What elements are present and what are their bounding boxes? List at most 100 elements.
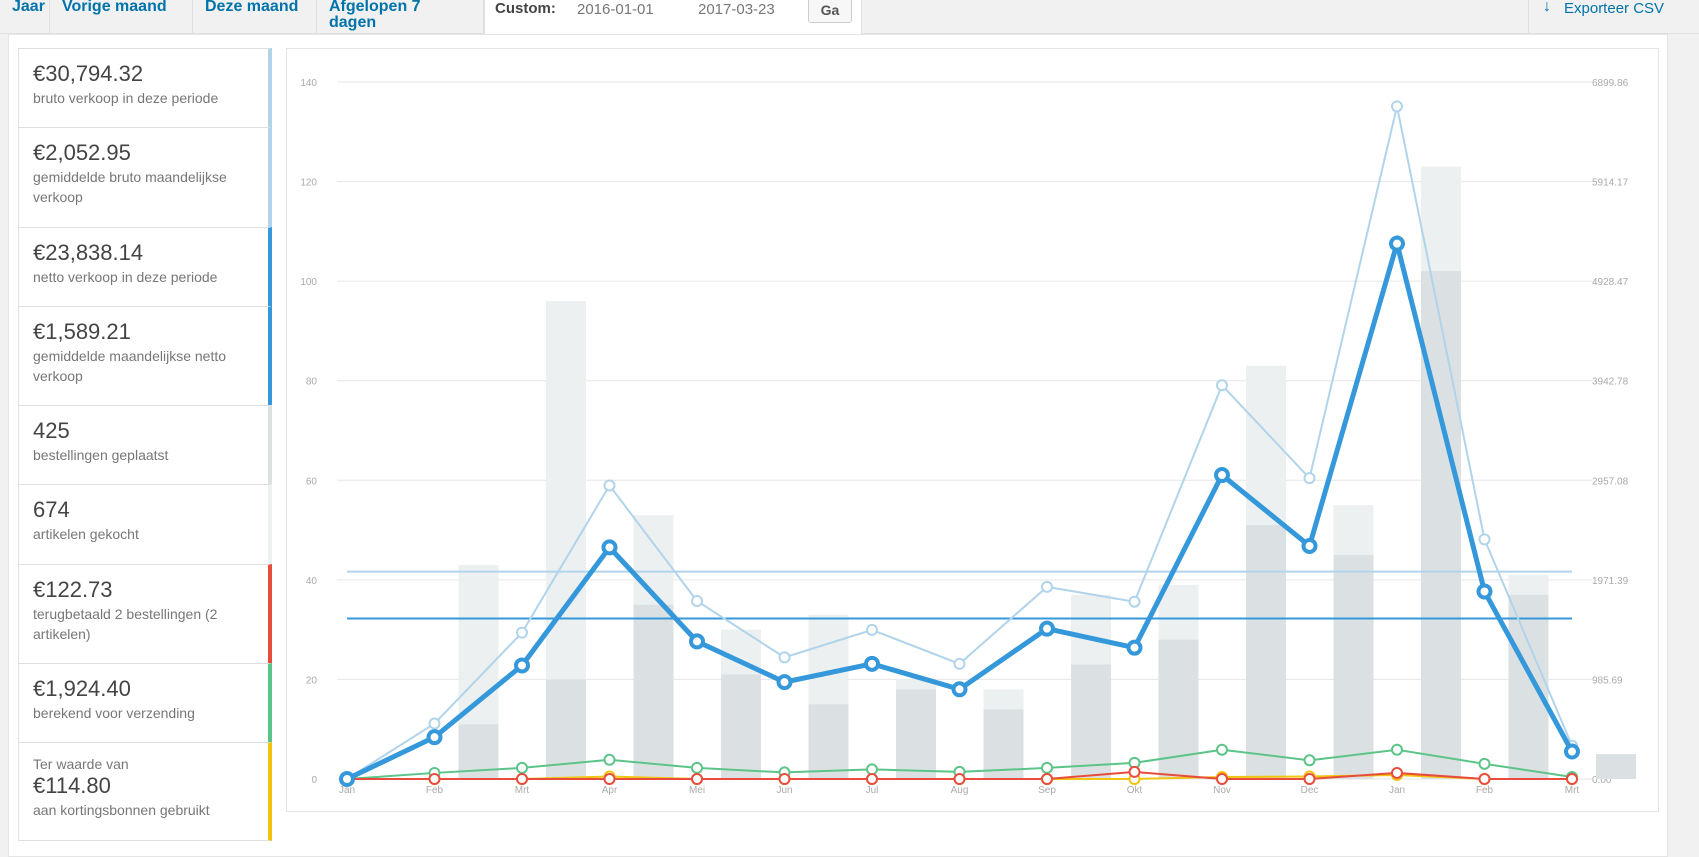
refunds-point <box>778 773 791 785</box>
x-tick-label: Nov <box>1213 785 1231 796</box>
export-label: Exporteer CSV <box>1564 0 1665 17</box>
x-tick-label: Jan <box>1389 785 1405 796</box>
legend-item-items[interactable]: 674 artikelen gekocht <box>18 484 272 564</box>
legend-description: aan kortingsbonnen gebruikt <box>33 802 210 818</box>
export-csv-button[interactable]: ↓ Exporteer CSV <box>1528 0 1699 34</box>
y-tick-label-right: 1971.39 <box>1592 576 1629 587</box>
legend-amount: €122.73 <box>33 577 113 602</box>
legend-item-coupons[interactable]: Ter waarde van €114.80 aan kortingsbonne… <box>18 742 272 841</box>
x-tick-label: Aug <box>951 785 969 796</box>
bar-orders <box>896 689 936 779</box>
y-tick-label-left: 60 <box>306 476 318 487</box>
legend-description: bruto verkoop in deze periode <box>33 90 219 106</box>
legend-description: artikelen gekocht <box>33 526 139 542</box>
y-tick-label-left: 120 <box>300 178 317 189</box>
legend-description: gemiddelde bruto maandelijkse verkoop <box>33 169 227 205</box>
refunds-point <box>691 773 703 785</box>
x-tick-label: Feb <box>1476 785 1494 796</box>
go-button[interactable]: Ga <box>808 0 852 23</box>
bar-orders <box>1596 754 1636 779</box>
net-sales-point <box>1564 743 1580 760</box>
x-tick-label: Jul <box>866 785 879 796</box>
bar-orders <box>633 604 674 779</box>
y-tick-label-right: 0.00 <box>1592 775 1612 786</box>
y-tick-label-right: 2957.08 <box>1592 476 1629 487</box>
legend-description: netto verkoop in deze periode <box>33 269 218 285</box>
x-tick-label: Sep <box>1038 785 1056 796</box>
start-date-input[interactable] <box>577 0 687 18</box>
top-filter-bar: Jaar Vorige maand Deze maand Afgelopen 7… <box>0 0 1699 34</box>
x-tick-label: Mrt <box>515 785 530 796</box>
shipping-point <box>866 763 878 776</box>
shipping-point <box>1216 743 1228 756</box>
net-sales-point <box>1301 537 1318 554</box>
net-sales-point <box>951 681 968 698</box>
y-tick-label-right: 985.69 <box>1592 675 1623 686</box>
refunds-point <box>428 773 441 785</box>
y-tick-label-left: 40 <box>306 576 318 587</box>
x-tick-label: Apr <box>602 785 618 796</box>
chart-legend: €30,794.32 bruto verkoop in deze periode… <box>18 48 272 841</box>
net-sales-point <box>864 655 880 672</box>
download-arrow-icon: ↓ <box>1543 0 1551 15</box>
legend-description: terugbetaald 2 bestellingen (2 artikelen… <box>33 606 218 642</box>
y-tick-label-right: 6899.86 <box>1592 78 1629 89</box>
custom-label: Custom: <box>495 0 556 17</box>
end-date-input[interactable] <box>698 0 808 18</box>
gross-sales-point <box>1303 472 1316 485</box>
sales-chart: 0 20 40 60 80 100 120 140 0.00 985.69 1971.39 2957.… <box>300 78 1636 796</box>
y-tick-label-left: 140 <box>300 78 317 89</box>
x-tick-label: Dec <box>1301 785 1319 796</box>
tab-jaar[interactable]: Jaar <box>0 0 50 34</box>
legend-amount: 674 <box>33 497 70 522</box>
legend-item-avg-gross-sales[interactable]: €2,052.95 gemiddelde bruto maandelijkse … <box>18 127 272 227</box>
refunds-point <box>603 773 616 785</box>
gross-sales-point <box>1391 100 1403 113</box>
shipping-point <box>1041 761 1053 774</box>
tab-deze-maand[interactable]: Deze maand <box>193 0 317 34</box>
legend-item-shipping[interactable]: €1,924.40 berekend voor verzending <box>18 663 272 742</box>
gross-sales-point <box>603 479 616 492</box>
shipping-point <box>1478 757 1491 770</box>
legend-item-gross-sales[interactable]: €30,794.32 bruto verkoop in deze periode <box>18 48 272 127</box>
gross-sales-point <box>1478 533 1491 546</box>
refunds-point <box>1128 765 1141 778</box>
gross-sales-point <box>866 623 878 636</box>
legend-item-refunds[interactable]: €122.73 terugbetaald 2 bestellingen (2 a… <box>18 564 272 663</box>
legend-item-avg-net-sales[interactable]: €1,589.21 gemiddelde maandelijkse netto … <box>18 306 272 405</box>
legend-description: bestellingen geplaatst <box>33 447 169 463</box>
bar-orders <box>1421 271 1461 779</box>
refunds-point <box>1216 773 1228 785</box>
legend-amount: €2,052.95 <box>33 140 131 165</box>
net-sales-point <box>1214 467 1230 484</box>
tab-vorige-maand[interactable]: Vorige maand <box>50 0 193 34</box>
tab-label: Afgelopen 7 dagen <box>329 0 421 31</box>
gross-sales-point <box>953 657 966 670</box>
tab-afgelopen-7-dagen[interactable]: Afgelopen 7 dagen <box>317 0 484 34</box>
net-sales-point <box>514 657 530 674</box>
gross-sales-point <box>1128 595 1141 608</box>
gross-sales-line <box>346 106 1573 780</box>
gross-sales-point <box>1216 379 1228 392</box>
legend-amount: €1,924.40 <box>33 676 131 701</box>
net-sales-point <box>1126 639 1143 656</box>
legend-item-orders[interactable]: 425 bestellingen geplaatst <box>18 405 272 484</box>
y-tick-label-left: 100 <box>300 277 317 288</box>
legend-item-net-sales[interactable]: €23,838.14 netto verkoop in deze periode <box>18 227 272 306</box>
tab-label: Jaar <box>12 0 45 15</box>
refunds-point <box>1566 773 1578 785</box>
x-tick-label: Feb <box>426 785 444 796</box>
y-tick-label-left: 0 <box>311 775 317 786</box>
refunds-point <box>516 773 528 785</box>
x-tick-label: Mrt <box>1565 785 1580 796</box>
gross-sales-point <box>778 651 791 664</box>
net-sales-point <box>339 771 355 787</box>
tab-label: Vorige maand <box>62 0 167 15</box>
net-sales-point <box>1039 620 1055 637</box>
shipping-point <box>1303 754 1316 767</box>
shipping-point <box>516 761 528 774</box>
bar-orders <box>983 709 1024 779</box>
gross-sales-point <box>691 595 703 608</box>
shipping-point <box>1391 743 1403 756</box>
legend-amount: €23,838.14 <box>33 240 144 265</box>
